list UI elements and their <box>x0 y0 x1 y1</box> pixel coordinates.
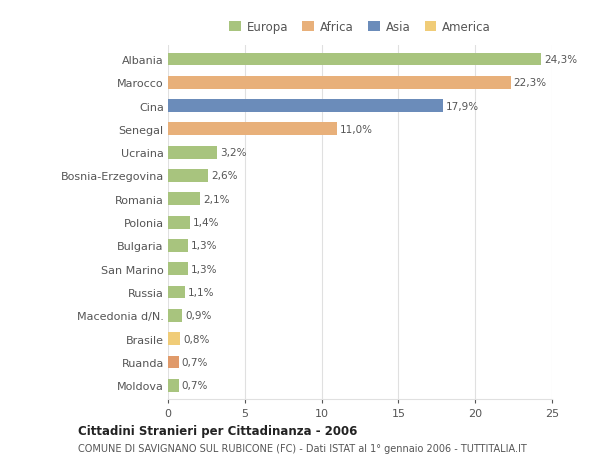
Text: 3,2%: 3,2% <box>220 148 247 158</box>
Bar <box>168 146 217 159</box>
Text: 0,7%: 0,7% <box>182 381 208 390</box>
Bar <box>168 309 182 322</box>
Bar <box>168 263 188 275</box>
Bar <box>168 379 179 392</box>
Bar <box>168 216 190 229</box>
Text: COMUNE DI SAVIGNANO SUL RUBICONE (FC) - Dati ISTAT al 1° gennaio 2006 - TUTTITAL: COMUNE DI SAVIGNANO SUL RUBICONE (FC) - … <box>78 443 527 453</box>
Text: 2,6%: 2,6% <box>211 171 238 181</box>
Text: 1,1%: 1,1% <box>188 287 214 297</box>
Bar <box>168 123 337 136</box>
Bar <box>168 356 179 369</box>
Text: 0,9%: 0,9% <box>185 311 211 321</box>
Bar <box>168 286 185 299</box>
Bar <box>168 77 511 90</box>
Text: 11,0%: 11,0% <box>340 124 373 134</box>
Text: 22,3%: 22,3% <box>514 78 547 88</box>
Bar <box>168 100 443 113</box>
Legend: Europa, Africa, Asia, America: Europa, Africa, Asia, America <box>224 17 496 39</box>
Bar <box>168 53 541 66</box>
Bar <box>168 240 188 252</box>
Text: 1,4%: 1,4% <box>193 218 219 228</box>
Bar <box>168 332 180 345</box>
Text: Cittadini Stranieri per Cittadinanza - 2006: Cittadini Stranieri per Cittadinanza - 2… <box>78 424 358 437</box>
Text: 1,3%: 1,3% <box>191 264 218 274</box>
Text: 1,3%: 1,3% <box>191 241 218 251</box>
Bar <box>168 170 208 183</box>
Text: 24,3%: 24,3% <box>544 55 577 65</box>
Text: 0,7%: 0,7% <box>182 357 208 367</box>
Text: 0,8%: 0,8% <box>184 334 210 344</box>
Bar <box>168 193 200 206</box>
Text: 2,1%: 2,1% <box>203 194 230 204</box>
Text: 17,9%: 17,9% <box>446 101 479 112</box>
